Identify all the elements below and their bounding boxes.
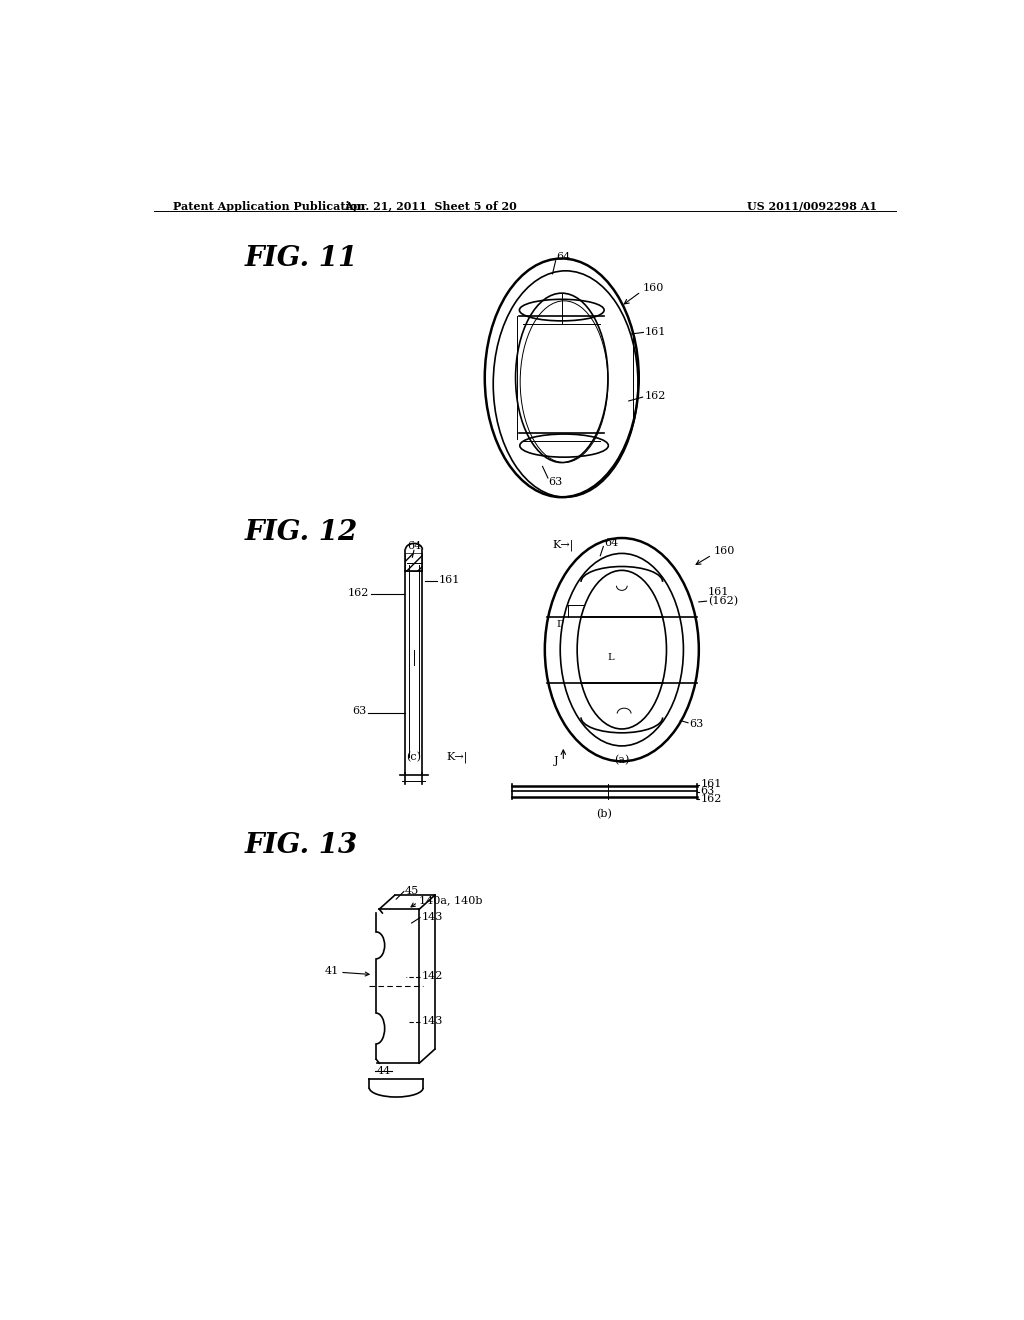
Text: 64: 64 — [556, 252, 570, 261]
Text: 160: 160 — [643, 282, 664, 293]
Text: 161: 161 — [708, 587, 729, 598]
Text: 142: 142 — [422, 972, 443, 981]
Text: (162): (162) — [708, 597, 738, 607]
Text: K→|: K→| — [553, 539, 573, 550]
Text: 143: 143 — [422, 912, 443, 921]
Text: 44: 44 — [377, 1065, 391, 1076]
Text: Apr. 21, 2011  Sheet 5 of 20: Apr. 21, 2011 Sheet 5 of 20 — [344, 201, 517, 211]
Text: K→|: K→| — [446, 751, 468, 763]
Text: (c): (c) — [407, 752, 422, 763]
Text: 63: 63 — [689, 719, 703, 730]
Text: US 2011/0092298 A1: US 2011/0092298 A1 — [748, 201, 878, 211]
Text: 41: 41 — [325, 966, 339, 975]
Text: 63: 63 — [700, 787, 715, 796]
Text: 63: 63 — [352, 706, 367, 717]
Text: Γ: Γ — [557, 620, 563, 628]
Text: 143: 143 — [422, 1016, 443, 1026]
Text: 64: 64 — [604, 537, 618, 548]
Bar — [406, 553, 422, 572]
Text: J: J — [554, 756, 559, 767]
Text: 45: 45 — [404, 886, 419, 896]
Text: 161: 161 — [700, 779, 722, 788]
Text: (b): (b) — [596, 809, 612, 820]
Text: 161: 161 — [438, 576, 460, 585]
Text: L: L — [607, 653, 613, 661]
Text: 162: 162 — [348, 589, 370, 598]
Text: FIG. 12: FIG. 12 — [245, 519, 357, 545]
Text: FIG. 13: FIG. 13 — [245, 832, 357, 859]
Text: Patent Application Publication: Patent Application Publication — [173, 201, 366, 211]
Text: 160: 160 — [714, 546, 735, 556]
Text: (a): (a) — [614, 755, 630, 766]
Text: 162: 162 — [644, 391, 666, 400]
Text: 140a, 140b: 140a, 140b — [419, 895, 482, 906]
Text: 162: 162 — [700, 795, 722, 804]
Text: FIG. 11: FIG. 11 — [245, 244, 357, 272]
Text: 63: 63 — [549, 477, 563, 487]
Text: 161: 161 — [645, 326, 667, 337]
Text: 64: 64 — [407, 541, 421, 552]
